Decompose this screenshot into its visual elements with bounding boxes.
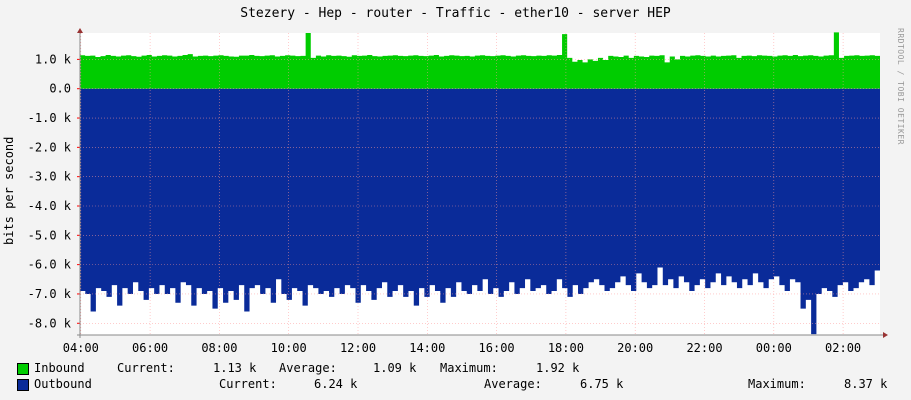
y-tick-label: -2.0 k [28, 140, 72, 154]
x-tick-label: 18:00 [548, 341, 584, 355]
x-tick-label: 12:00 [340, 341, 376, 355]
x-tick-label: 22:00 [686, 341, 722, 355]
y-tick-label: -5.0 k [28, 228, 72, 242]
legend-row-outbound: Outbound Current: 6.24 k Average: 6.75 k… [0, 377, 911, 393]
x-tick-label: 02:00 [825, 341, 861, 355]
series-area-inbound [80, 32, 880, 89]
x-tick-label: 10:00 [271, 341, 307, 355]
y-tick-label: 1.0 k [35, 52, 72, 66]
inbound-current-value: 1.13 k [213, 361, 257, 375]
legend: Inbound Current: 1.13 k Average: 1.09 k … [0, 361, 911, 397]
outbound-maximum-value: 8.37 k [844, 377, 888, 391]
x-tick-label: 14:00 [409, 341, 445, 355]
x-tick-label: 04:00 [63, 341, 99, 355]
inbound-maximum-label: Maximum: [440, 361, 498, 375]
y-tick-label: -6.0 k [28, 258, 72, 272]
inbound-name: Inbound [34, 361, 85, 375]
y-tick-label: 0.0 [49, 82, 71, 96]
y-tick-label: -1.0 k [28, 111, 72, 125]
y-tick-label: -8.0 k [28, 316, 72, 330]
y-tick-labels: 1.0 k 0.0 -1.0 k -2.0 k -3.0 k -4.0 k -5.0 k -6… [28, 52, 72, 330]
chart-title: Stezery - Hep - router - Traffic - ether… [240, 6, 671, 21]
grid-lines [77, 33, 880, 335]
rrdtool-watermark: RRDTOOL / TOBI OETIKER [896, 28, 905, 145]
outbound-current-value: 6.24 k [314, 377, 358, 391]
outbound-current-label: Current: [219, 377, 277, 391]
outbound-average-label: Average: [484, 377, 542, 391]
outbound-swatch [17, 379, 29, 391]
data-areas [80, 32, 880, 335]
y-tick-label: -3.0 k [28, 170, 72, 184]
x-axis-arrow [883, 332, 888, 338]
inbound-current-label: Current: [117, 361, 175, 375]
inbound-average-value: 1.09 k [373, 361, 417, 375]
inbound-swatch [17, 363, 29, 375]
series-area-outbound [80, 88, 880, 335]
inbound-maximum-value: 1.92 k [536, 361, 580, 375]
x-tick-labels: 04:00 06:00 08:00 10:00 12:00 14:00 16:00 18:00… [63, 341, 861, 355]
y-axis-arrow [77, 28, 83, 33]
y-tick-label: -7.0 k [28, 287, 72, 301]
axes [77, 28, 888, 338]
legend-row-inbound: Inbound Current: 1.13 k Average: 1.09 k … [0, 361, 911, 377]
outbound-average-value: 6.75 k [580, 377, 624, 391]
x-tick-label: 08:00 [201, 341, 237, 355]
outbound-maximum-label: Maximum: [748, 377, 806, 391]
x-tick-label: 00:00 [756, 341, 792, 355]
inbound-average-label: Average: [279, 361, 337, 375]
x-tick-label: 20:00 [617, 341, 653, 355]
outbound-name: Outbound [34, 377, 92, 391]
y-axis-label: bits per second [2, 136, 16, 245]
x-tick-label: 06:00 [132, 341, 168, 355]
x-tick-label: 16:00 [479, 341, 515, 355]
y-tick-label: -4.0 k [28, 199, 72, 213]
